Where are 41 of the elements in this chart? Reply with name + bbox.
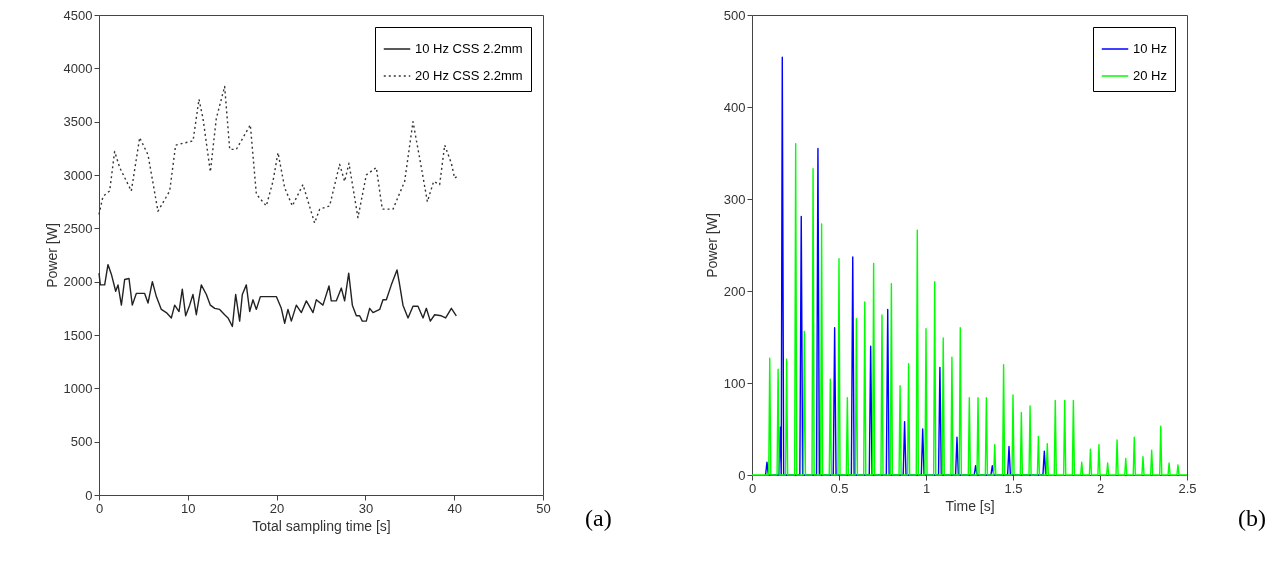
text: (b) bbox=[1238, 505, 1266, 532]
y-tick-label: 500 bbox=[70, 434, 93, 450]
x-tick-label: 0 bbox=[95, 500, 104, 516]
y-tick-label: 1000 bbox=[63, 380, 93, 396]
y-axis-title: Power [W] bbox=[703, 213, 720, 278]
y-tick-label: 2500 bbox=[63, 220, 93, 236]
y-axis-title: Power [W] bbox=[43, 223, 60, 288]
x-tick-label: 2.5 bbox=[1178, 480, 1197, 496]
x-tick-label: 0.5 bbox=[830, 480, 849, 496]
x-tick-label: 10 bbox=[181, 500, 196, 516]
legend-label: 10 Hz CSS 2.2mm bbox=[415, 41, 523, 56]
line-series bbox=[751, 143, 1188, 476]
x-tick-label: 40 bbox=[447, 500, 462, 516]
y-tick-label: 100 bbox=[723, 375, 746, 391]
x-tick-label: 2 bbox=[1096, 480, 1105, 496]
legend-label: 20 Hz bbox=[1133, 68, 1167, 83]
line-series bbox=[98, 263, 458, 328]
x-axis-title: Total sampling time [s] bbox=[252, 517, 391, 534]
x-tick-label: 0 bbox=[748, 480, 757, 496]
y-tick-label: 3000 bbox=[63, 167, 93, 183]
y-tick-label: 4000 bbox=[63, 60, 93, 76]
x-tick-label: 1.5 bbox=[1004, 480, 1023, 496]
x-tick-label: 30 bbox=[358, 500, 374, 516]
x-axis-title: Time [s] bbox=[945, 497, 995, 514]
legend-label: 10 Hz bbox=[1133, 41, 1167, 56]
y-tick-label: 2000 bbox=[63, 274, 93, 290]
y-tick-label: 200 bbox=[723, 283, 746, 299]
x-tick-label: 50 bbox=[536, 500, 551, 516]
y-tick-label: 3500 bbox=[63, 114, 93, 130]
y-tick-label: 1500 bbox=[63, 327, 93, 343]
x-tick-label: 1 bbox=[922, 480, 931, 496]
text: (a) bbox=[585, 505, 612, 532]
y-tick-label: 400 bbox=[723, 99, 746, 115]
y-tick-label: 0 bbox=[738, 467, 746, 483]
line-series bbox=[764, 56, 1047, 476]
x-tick-label: 20 bbox=[269, 500, 285, 516]
y-tick-label: 300 bbox=[723, 191, 746, 207]
y-tick-label: 500 bbox=[723, 7, 746, 23]
legend-label: 20 Hz CSS 2.2mm bbox=[415, 68, 523, 83]
y-tick-label: 4500 bbox=[63, 7, 93, 23]
line-series bbox=[98, 85, 460, 224]
